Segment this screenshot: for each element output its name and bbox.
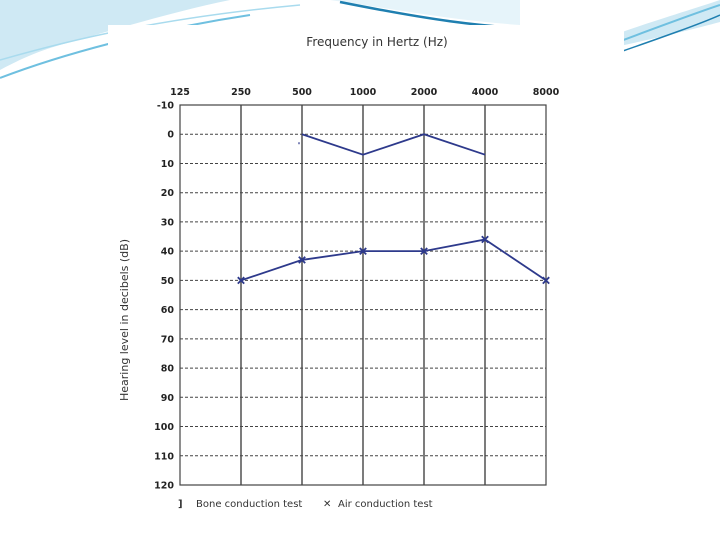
legend-bone-symbol: ] <box>178 499 183 510</box>
marker-stroke <box>237 276 245 285</box>
legend-air-label: Air conduction test <box>338 499 433 510</box>
legend: ] Bone conduction test ✕ Air conduction tes… <box>178 499 433 510</box>
y-tick-label: 40 <box>161 247 175 258</box>
air-conduction-marker <box>420 247 428 255</box>
y-tick-label: 20 <box>161 188 175 199</box>
y-tick-label: 90 <box>161 393 175 404</box>
marker-stroke <box>420 247 428 255</box>
air-conduction-marker <box>542 276 550 285</box>
air-conduction-marker <box>481 235 489 244</box>
series-line <box>301 133 486 156</box>
marker-stroke <box>298 256 306 264</box>
y-tick-label: -10 <box>157 101 175 112</box>
y-tick-label: 10 <box>161 159 175 170</box>
chart-panel: Frequency in Hertz (Hz) 125 250 500 1000 200… <box>108 25 624 525</box>
y-axis-title: Hearing level in decibels (dB) <box>118 239 131 401</box>
series <box>237 133 550 285</box>
legend-air-symbol: ✕ <box>323 499 331 510</box>
y-tick-labels: -10 0 10 20 30 40 50 60 70 80 90 100 110 120 <box>154 101 174 492</box>
x-tick-label: 250 <box>231 87 251 98</box>
x-tick-labels: 125 250 500 1000 2000 4000 8000 <box>170 87 560 98</box>
top-left-swoosh <box>0 0 230 70</box>
audiogram-chart: Frequency in Hertz (Hz) 125 250 500 1000 200… <box>118 35 560 510</box>
grid <box>179 104 547 486</box>
x-tick-label: 8000 <box>533 87 560 98</box>
top-right-swoosh-line-2 <box>619 14 720 53</box>
marker-stroke <box>481 235 489 244</box>
series-line <box>240 238 547 282</box>
y-tick-label: 50 <box>161 276 175 287</box>
y-tick-label: 30 <box>161 217 175 228</box>
y-tick-label: 100 <box>154 422 174 433</box>
x-tick-label: 125 <box>170 87 190 98</box>
y-tick-label: 70 <box>161 334 175 345</box>
air-conduction-marker <box>359 247 367 255</box>
y-tick-label: 110 <box>154 451 174 462</box>
x-tick-label: 1000 <box>350 87 377 98</box>
air-conduction-marker <box>237 276 245 285</box>
top-center-swoosh <box>330 0 520 25</box>
y-tick-label: 80 <box>161 364 175 375</box>
y-tick-label: 120 <box>154 481 174 492</box>
y-tick-label: 0 <box>167 130 174 141</box>
air-conduction-marker <box>298 256 306 264</box>
x-tick-label: 2000 <box>411 87 438 98</box>
legend-bone-label: Bone conduction test <box>196 499 302 510</box>
marker-stroke <box>359 247 367 255</box>
marker-stroke <box>542 276 550 285</box>
x-tick-label: 500 <box>292 87 312 98</box>
chart-title: Frequency in Hertz (Hz) <box>306 35 447 49</box>
y-tick-label: 60 <box>161 305 175 316</box>
x-tick-label: 4000 <box>472 87 499 98</box>
